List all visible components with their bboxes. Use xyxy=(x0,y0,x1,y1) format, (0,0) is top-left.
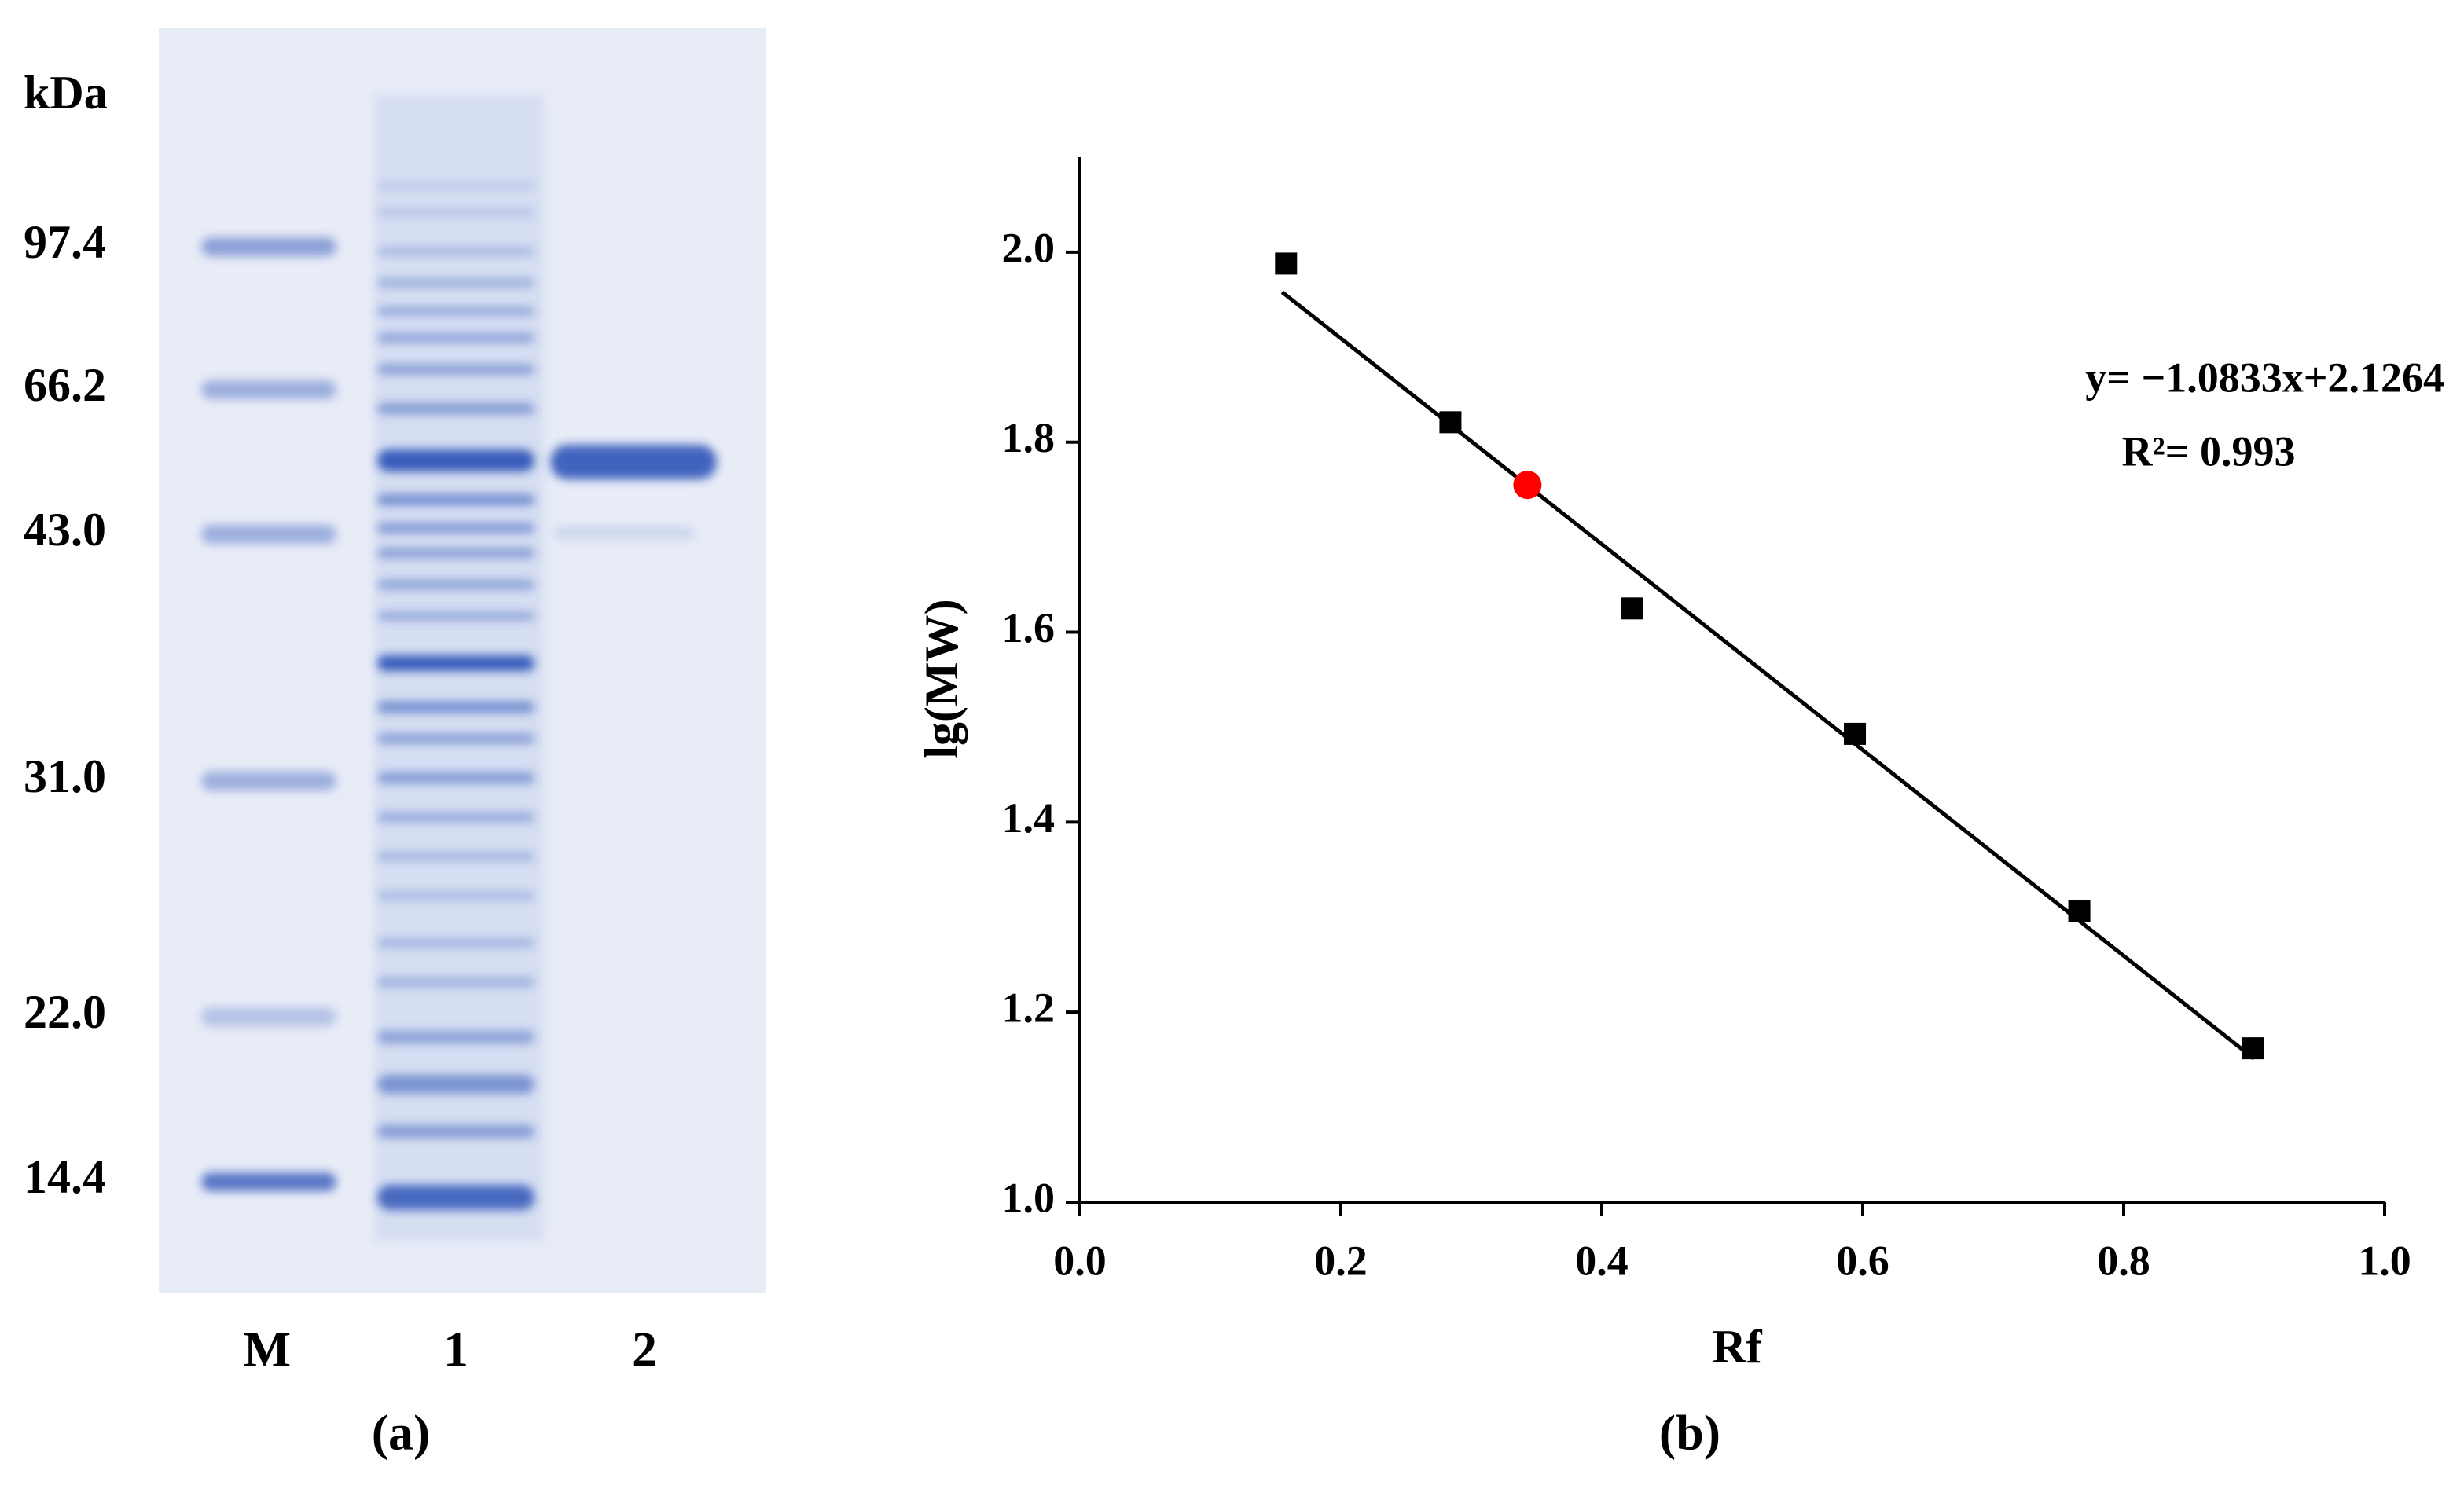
x-tick-label: 0.8 xyxy=(2097,1237,2150,1284)
protein-band xyxy=(377,734,534,743)
y-axis-label: lg(MW) xyxy=(916,599,968,758)
protein-band xyxy=(377,182,534,189)
protein-band xyxy=(377,307,534,315)
marker-label: 43.0 xyxy=(24,504,106,556)
protein-band xyxy=(550,445,717,479)
marker-band xyxy=(201,380,336,399)
protein-band xyxy=(377,449,534,471)
marker-label: 22.0 xyxy=(24,986,106,1038)
x-tick-label: 0.4 xyxy=(1575,1237,1629,1284)
protein-band xyxy=(377,279,534,287)
protein-band xyxy=(377,365,534,374)
protein-band xyxy=(377,403,534,414)
sample-point xyxy=(1513,471,1542,500)
x-axis-label: Rf xyxy=(1712,1321,1762,1373)
protein-band xyxy=(377,580,534,589)
gel-panel: kDa 97.4 66.2 43.0 31.0 22.0 14.4 M 1 2 (a) xyxy=(24,28,766,1461)
protein-band xyxy=(377,853,534,860)
protein-band xyxy=(377,702,534,713)
marker-band xyxy=(201,525,336,544)
data-point xyxy=(2068,900,2091,923)
caption: (b) xyxy=(1659,1405,1720,1461)
x-tick-label: 0.2 xyxy=(1314,1237,1368,1284)
data-point xyxy=(1439,411,1462,434)
protein-band xyxy=(377,938,534,948)
x-tick-label: 0.6 xyxy=(1836,1237,1889,1284)
y-tick-label: 1.2 xyxy=(1002,985,1056,1032)
data-point xyxy=(1621,597,1643,620)
protein-band xyxy=(377,655,534,671)
protein-band xyxy=(377,892,534,900)
protein-band xyxy=(377,1031,534,1043)
lane-label: M xyxy=(244,1322,291,1377)
marker-label: 31.0 xyxy=(24,750,106,802)
protein-band xyxy=(377,248,534,255)
protein-band xyxy=(377,1125,534,1138)
y-tick-label: 2.0 xyxy=(1002,224,1056,271)
data-point xyxy=(1275,252,1298,275)
marker-band xyxy=(201,772,336,790)
lane-label: 1 xyxy=(443,1322,468,1377)
protein-band xyxy=(377,523,534,533)
protein-band xyxy=(377,209,534,215)
marker-band xyxy=(201,237,336,256)
marker-label: 14.4 xyxy=(24,1151,106,1203)
r-squared: R²= 0.993 xyxy=(2122,427,2296,475)
protein-band xyxy=(377,1185,534,1210)
protein-band xyxy=(377,612,534,620)
y-tick-label: 1.4 xyxy=(1002,794,1056,842)
caption: (a) xyxy=(372,1405,431,1461)
marker-band xyxy=(201,1007,336,1026)
fit-line xyxy=(1280,290,2256,1061)
data-point xyxy=(1844,722,1867,745)
protein-band xyxy=(377,548,534,558)
data-point xyxy=(2242,1037,2264,1060)
marker-label: 97.4 xyxy=(24,216,106,268)
marker-band xyxy=(201,1172,336,1191)
protein-band xyxy=(377,494,534,505)
protein-band xyxy=(377,772,534,783)
protein-band xyxy=(377,812,534,822)
x-tick-label: 1.0 xyxy=(2358,1237,2411,1284)
x-tick-label: 0.0 xyxy=(1053,1237,1107,1284)
y-tick-label: 1.0 xyxy=(1002,1174,1056,1221)
equation: y= −1.0833x+2.1264 xyxy=(2085,354,2444,401)
y-tick-label: 1.6 xyxy=(1002,604,1056,651)
lane-label: 2 xyxy=(632,1322,657,1377)
unit-label: kDa xyxy=(24,67,108,119)
plot: Rf lg(MW) y= −1.0833x+2.1264 R²= 0.993 (… xyxy=(916,157,2444,1461)
y-tick-label: 1.8 xyxy=(1002,414,1056,461)
protein-band xyxy=(377,1075,534,1094)
protein-band xyxy=(377,977,534,987)
protein-band xyxy=(377,333,534,343)
protein-band xyxy=(553,526,695,539)
marker-label: 66.2 xyxy=(24,359,106,411)
